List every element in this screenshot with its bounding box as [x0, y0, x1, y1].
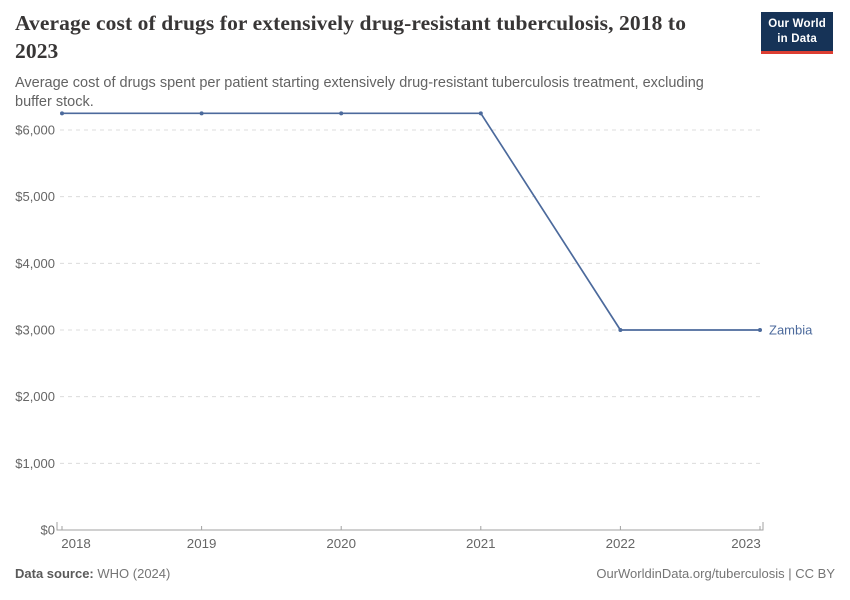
y-tick-label: $5,000 [15, 189, 55, 204]
y-tick-label: $1,000 [15, 456, 55, 471]
data-point [618, 328, 623, 332]
y-tick-label: $2,000 [15, 389, 55, 404]
y-tick-label: $4,000 [15, 256, 55, 271]
x-tick-label: 2023 [731, 536, 761, 551]
x-axis [56, 522, 764, 531]
chart-subtitle: Average cost of drugs spent per patient … [15, 75, 704, 110]
x-tick-label: 2019 [187, 536, 217, 551]
y-tick-label: $0 [41, 523, 55, 538]
x-tick-label: 2018 [61, 536, 91, 551]
data-source: Data source: WHO (2024) [15, 566, 170, 581]
owid-logo-line1: Our World [768, 18, 826, 30]
data-source-value: WHO (2024) [97, 566, 171, 581]
data-point [339, 111, 344, 116]
line-chart: $0 $1,000 $2,000 $3,000 $4,000 $5,000 $6,000 20… [15, 111, 813, 551]
data-line [62, 112, 760, 331]
data-point [60, 111, 64, 116]
chart-footer: Data source: WHO (2024) OurWorldinData.o… [15, 566, 835, 581]
y-tick-label: $6,000 [15, 123, 55, 138]
chart-header: Average cost of drugs for extensively dr… [15, 10, 740, 112]
y-tick-label: $3,000 [15, 323, 55, 338]
x-tick-label: 2022 [606, 536, 636, 551]
owid-logo: Our World in Data [761, 12, 833, 54]
x-tick-label: 2021 [466, 536, 496, 551]
data-source-label: Data source: [15, 566, 94, 581]
data-point [478, 111, 483, 116]
owid-logo-line2: in Data [777, 32, 817, 45]
chart-title: Average cost of drugs for extensively dr… [15, 11, 687, 63]
x-tick-label: 2020 [326, 536, 356, 551]
credit-line: OurWorldinData.org/tuberculosis | CC BY [596, 566, 835, 581]
data-point [199, 111, 204, 116]
entity-label: Zambia [769, 323, 813, 338]
data-point [758, 328, 762, 332]
